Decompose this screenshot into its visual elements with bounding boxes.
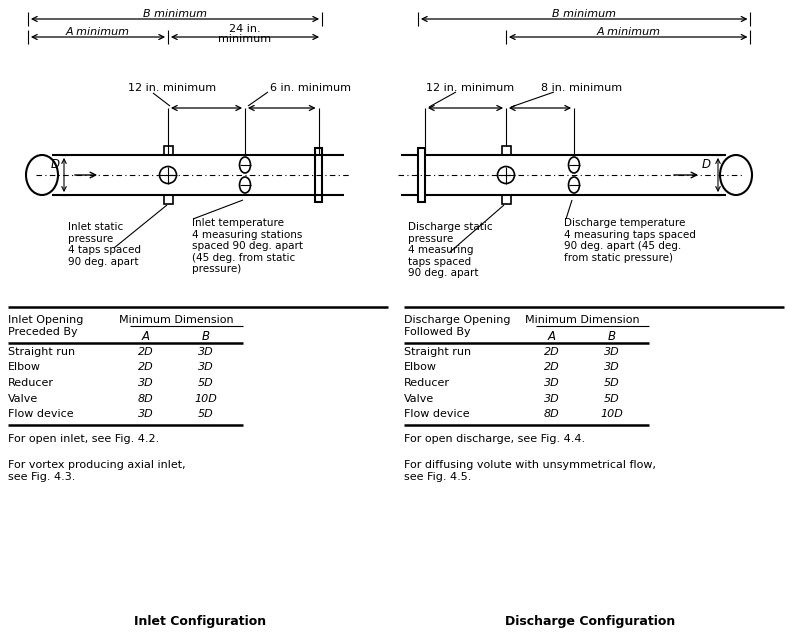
Text: 8D: 8D: [138, 394, 154, 404]
Text: 3D: 3D: [544, 378, 560, 388]
Text: 2D: 2D: [544, 347, 560, 357]
Text: Discharge static
pressure
4 measuring
taps spaced
90 deg. apart: Discharge static pressure 4 measuring ta…: [408, 222, 493, 278]
Bar: [315, 148, 322, 202]
Text: Inlet Opening
Preceded By: Inlet Opening Preceded By: [8, 315, 83, 336]
Bar: [163, 195, 173, 204]
Text: 24 in.: 24 in.: [229, 24, 261, 34]
Text: 3D: 3D: [604, 363, 620, 372]
Text: A: A: [142, 330, 150, 343]
Text: Flow device: Flow device: [404, 409, 470, 419]
Text: B minimum: B minimum: [552, 9, 616, 19]
Text: 8 in. minimum: 8 in. minimum: [541, 83, 623, 93]
Text: B: B: [202, 330, 210, 343]
Text: D: D: [702, 158, 710, 170]
Text: 5D: 5D: [198, 409, 214, 419]
Text: 3D: 3D: [604, 347, 620, 357]
Text: 8D: 8D: [544, 409, 560, 419]
Text: Flow device: Flow device: [8, 409, 74, 419]
Text: Inlet static
pressure
4 taps spaced
90 deg. apart: Inlet static pressure 4 taps spaced 90 d…: [68, 222, 141, 267]
Text: 3D: 3D: [138, 378, 154, 388]
Text: Inlet Configuration: Inlet Configuration: [134, 615, 266, 628]
Text: A minimum: A minimum: [66, 27, 130, 37]
Text: Valve: Valve: [404, 394, 434, 404]
Text: Valve: Valve: [8, 394, 38, 404]
Text: Straight run: Straight run: [8, 347, 75, 357]
Text: 2D: 2D: [138, 347, 154, 357]
Bar: [501, 195, 511, 204]
Text: Elbow: Elbow: [8, 363, 41, 372]
Text: Reducer: Reducer: [8, 378, 54, 388]
Text: 6 in. minimum: 6 in. minimum: [270, 83, 351, 93]
Text: For diffusing volute with unsymmetrical flow,
see Fig. 4.5.: For diffusing volute with unsymmetrical …: [404, 460, 656, 482]
Text: B: B: [608, 330, 616, 343]
Text: 3D: 3D: [198, 347, 214, 357]
Text: Reducer: Reducer: [404, 378, 450, 388]
Text: 3D: 3D: [138, 409, 154, 419]
Text: 12 in. minimum: 12 in. minimum: [128, 83, 216, 93]
Text: B minimum: B minimum: [143, 9, 207, 19]
Text: 2D: 2D: [138, 363, 154, 372]
Text: A: A: [548, 330, 556, 343]
Text: 3D: 3D: [198, 363, 214, 372]
Text: 12 in. minimum: 12 in. minimum: [426, 83, 514, 93]
Text: Elbow: Elbow: [404, 363, 437, 372]
Text: 5D: 5D: [604, 394, 620, 404]
Bar: [163, 146, 173, 155]
Text: Inlet temperature
4 measuring stations
spaced 90 deg. apart
(45 deg. from static: Inlet temperature 4 measuring stations s…: [192, 218, 303, 275]
Bar: [501, 146, 511, 155]
Text: Discharge temperature
4 measuring taps spaced
90 deg. apart (45 deg.
from static: Discharge temperature 4 measuring taps s…: [564, 218, 696, 263]
Text: 2D: 2D: [544, 363, 560, 372]
Text: A minimum: A minimum: [596, 27, 661, 37]
Text: Minimum Dimension: Minimum Dimension: [524, 315, 639, 325]
Text: 5D: 5D: [198, 378, 214, 388]
Text: Discharge Opening
Followed By: Discharge Opening Followed By: [404, 315, 511, 336]
Text: 10D: 10D: [600, 409, 623, 419]
Text: D: D: [51, 159, 59, 172]
Text: For open inlet, see Fig. 4.2.: For open inlet, see Fig. 4.2.: [8, 435, 159, 444]
Text: 3D: 3D: [544, 394, 560, 404]
Text: Minimum Dimension: Minimum Dimension: [119, 315, 234, 325]
Text: 10D: 10D: [195, 394, 218, 404]
Text: Straight run: Straight run: [404, 347, 471, 357]
Text: For vortex producing axial inlet,
see Fig. 4.3.: For vortex producing axial inlet, see Fi…: [8, 460, 185, 482]
Text: 5D: 5D: [604, 378, 620, 388]
Text: Discharge Configuration: Discharge Configuration: [505, 615, 675, 628]
Text: minimum: minimum: [219, 34, 272, 44]
Bar: [418, 148, 425, 202]
Text: For open discharge, see Fig. 4.4.: For open discharge, see Fig. 4.4.: [404, 435, 585, 444]
